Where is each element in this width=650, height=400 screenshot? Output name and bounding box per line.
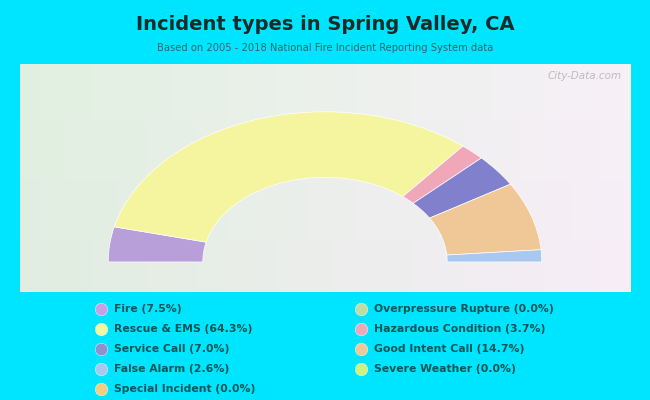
Wedge shape — [403, 146, 482, 203]
Wedge shape — [114, 112, 463, 242]
Text: Service Call (7.0%): Service Call (7.0%) — [114, 344, 229, 354]
Text: Hazardous Condition (3.7%): Hazardous Condition (3.7%) — [374, 324, 545, 334]
Text: Severe Weather (0.0%): Severe Weather (0.0%) — [374, 364, 515, 374]
Wedge shape — [430, 184, 541, 255]
Text: Rescue & EMS (64.3%): Rescue & EMS (64.3%) — [114, 324, 252, 334]
Text: City-Data.com: City-Data.com — [547, 71, 621, 81]
Wedge shape — [108, 227, 206, 262]
Wedge shape — [413, 158, 510, 218]
Text: Fire (7.5%): Fire (7.5%) — [114, 304, 181, 314]
Text: False Alarm (2.6%): False Alarm (2.6%) — [114, 364, 229, 374]
Text: Special Incident (0.0%): Special Incident (0.0%) — [114, 384, 255, 394]
Wedge shape — [447, 250, 542, 262]
Text: Good Intent Call (14.7%): Good Intent Call (14.7%) — [374, 344, 524, 354]
Text: Overpressure Rupture (0.0%): Overpressure Rupture (0.0%) — [374, 304, 554, 314]
Text: Based on 2005 - 2018 National Fire Incident Reporting System data: Based on 2005 - 2018 National Fire Incid… — [157, 43, 493, 53]
Text: Incident types in Spring Valley, CA: Incident types in Spring Valley, CA — [136, 15, 514, 34]
